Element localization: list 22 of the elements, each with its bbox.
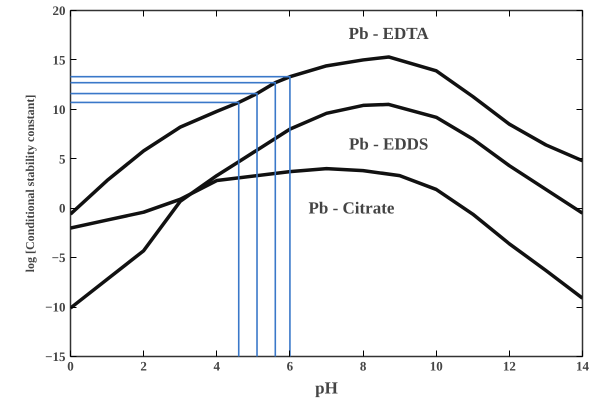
x-tick-label: 4 bbox=[214, 358, 221, 374]
series-label: Pb - EDDS bbox=[349, 134, 428, 154]
series-label: Pb - EDTA bbox=[348, 24, 430, 43]
line-series bbox=[70, 55, 582, 216]
x-tick-label: 6 bbox=[286, 358, 294, 374]
x-tick-label: 8 bbox=[360, 358, 367, 374]
x-tick-label: 2 bbox=[140, 358, 147, 374]
series-label: Pb - Citrate bbox=[308, 198, 395, 218]
y-tick-label: −10 bbox=[45, 300, 66, 315]
y-tick-label: 10 bbox=[52, 102, 66, 117]
y-tick-label: −5 bbox=[52, 250, 66, 266]
x-tick-label: 12 bbox=[502, 358, 516, 374]
y-tick-label: 5 bbox=[59, 151, 66, 166]
y-tick-label: 20 bbox=[52, 3, 66, 18]
y-tick-label: −15 bbox=[45, 349, 66, 364]
y-tick-label: 0 bbox=[59, 200, 66, 216]
x-axis-title: pH bbox=[315, 378, 338, 398]
line-series bbox=[70, 102, 582, 310]
y-tick-label: 15 bbox=[52, 52, 66, 68]
y-axis-title: log [Conditional stability constant] bbox=[23, 94, 38, 272]
x-tick-label: 10 bbox=[430, 358, 443, 374]
x-tick-label: 14 bbox=[576, 358, 590, 374]
